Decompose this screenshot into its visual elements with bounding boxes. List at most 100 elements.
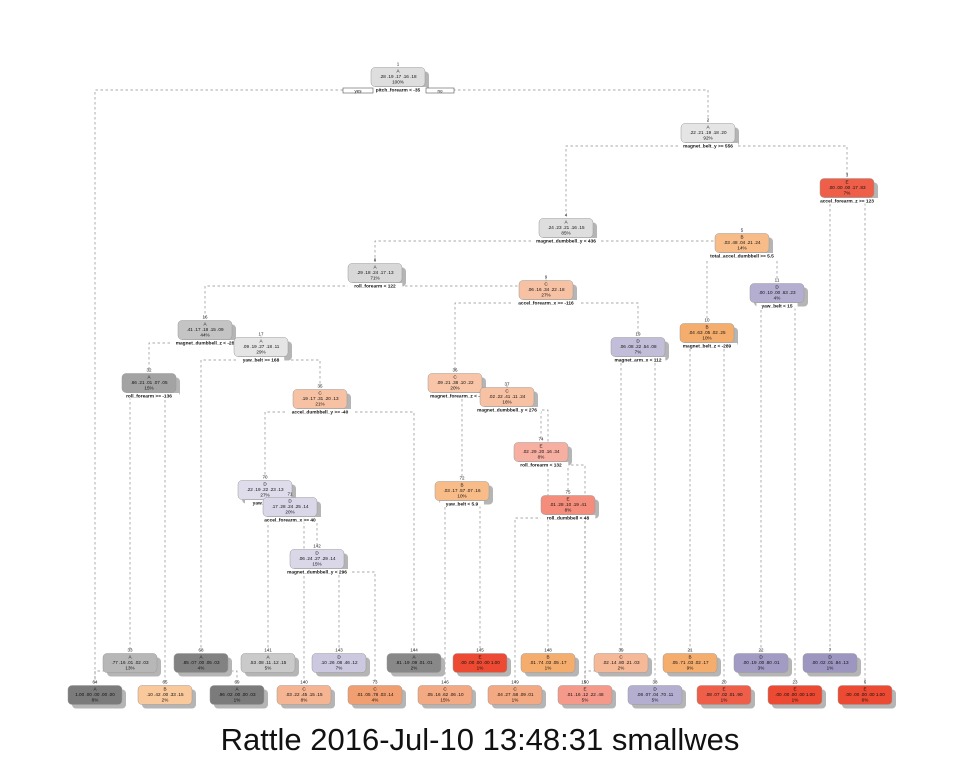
- node-percent: 15%: [144, 386, 153, 391]
- node-box: [557, 685, 613, 705]
- node-probs: .01 .74 .03 .05 .17: [529, 660, 566, 665]
- node-class: E: [566, 497, 569, 502]
- tree-node: 73 C.01 .05 .78 .03 .144%: [347, 680, 406, 709]
- tree-edge: [374, 240, 566, 261]
- node-percent: 1%: [827, 666, 834, 671]
- node-id: 23: [792, 680, 798, 685]
- tree-edge: [320, 411, 415, 651]
- rule-bg: [678, 143, 738, 149]
- tree-node: 75 E.01 .28 .10 .19 .418% roll_dumbbell < …: [540, 490, 599, 522]
- node-box: [593, 653, 649, 673]
- tree-node: 20 E.08 .07 .02 .01 .901%: [696, 680, 755, 709]
- node-percent: 5%: [265, 666, 272, 671]
- node-id: 21: [687, 648, 693, 653]
- rule-bg: [237, 357, 285, 363]
- tree-edge: [265, 502, 269, 651]
- tree-edge: [829, 200, 847, 651]
- node-probs: .00 .00 .00 .00 1.00: [845, 692, 885, 697]
- rule-bg: [610, 357, 666, 363]
- tree-edge: [507, 409, 549, 651]
- node-probs: .06 .16 .34 .22 .18: [527, 287, 564, 292]
- tree-edge: [565, 145, 708, 216]
- node-percent: 10%: [702, 336, 711, 341]
- node-percent: 8%: [301, 698, 308, 703]
- tree-edge: [742, 255, 778, 281]
- node-box: [173, 653, 229, 673]
- node-box: [520, 653, 576, 673]
- node-box: [662, 653, 718, 673]
- rule-bg: [472, 407, 542, 413]
- node-class: E: [583, 687, 586, 692]
- node-percent: 71%: [370, 276, 379, 281]
- node-id: 74: [538, 437, 544, 442]
- split-rule: magnet_belt_y >= 556: [683, 144, 733, 150]
- split-rule: magnet_belt_z < -289: [683, 344, 732, 350]
- node-box: [102, 653, 158, 673]
- node-box: [749, 283, 805, 303]
- no-branch-label: no: [437, 89, 443, 94]
- node-class: E: [845, 180, 848, 185]
- node-percent: 2%: [411, 666, 418, 671]
- tree-node: 22 D.00 .19 .00 .80 .013%: [733, 648, 792, 677]
- tree-edge: [317, 571, 340, 651]
- tree-node: 143 D.10 .26 .08 .46 .127%: [311, 648, 370, 677]
- node-id: 19: [635, 332, 641, 337]
- node-probs: .41 .17 .18 .15 .09: [186, 327, 223, 332]
- node-box: [714, 233, 770, 253]
- node-id: 16: [202, 315, 208, 320]
- node-box: [177, 320, 233, 340]
- rule-bg: [511, 300, 581, 306]
- node-percent: 15%: [440, 698, 449, 703]
- rule-bg: [814, 198, 880, 204]
- node-class: A: [373, 265, 377, 270]
- node-id: 11: [775, 278, 780, 283]
- tree-edge: [689, 345, 707, 651]
- split-rule: total_accel_dumbbell >= 5.5: [710, 254, 774, 260]
- node-percent: 15%: [312, 562, 321, 567]
- node-box: [452, 653, 508, 673]
- node-box: [679, 323, 735, 343]
- node-box: [417, 685, 473, 705]
- node-percent: 1%: [792, 698, 799, 703]
- tree-edge: [149, 395, 166, 683]
- node-percent: 3%: [758, 666, 765, 671]
- node-box: [137, 685, 193, 705]
- node-percent: 100%: [392, 80, 404, 85]
- node-box: [538, 218, 594, 238]
- node-probs: .22 .21 .19 .18 .20: [689, 130, 726, 135]
- rule-bg: [756, 303, 798, 309]
- node-class: C: [544, 282, 548, 287]
- node-id: 17: [258, 332, 264, 337]
- tree-node: 7 D.00 .02 .01 .84 .131%: [802, 648, 861, 677]
- node-id: 37: [504, 382, 510, 387]
- tree-edge: [847, 200, 866, 683]
- node-percent: 1%: [234, 698, 241, 703]
- split-rule: magnet_dumbbell_y < 296: [287, 570, 347, 576]
- split-rule: accel_forearm_x >= 40: [264, 518, 316, 524]
- tree-node: 64 A1.00 .00 .00 .00 .008%: [67, 680, 126, 709]
- node-id: 140: [300, 680, 308, 685]
- rule-bg: [440, 501, 484, 507]
- node-id: 4: [565, 213, 568, 218]
- node-class: A: [259, 339, 263, 344]
- node-percent: 8%: [92, 698, 99, 703]
- node-id: 20: [721, 680, 727, 685]
- rule-bg: [369, 87, 427, 93]
- node-probs: .09 .21 .38 .10 .22: [436, 380, 473, 385]
- node-class: A: [564, 220, 568, 225]
- node-probs: .04 .27 .58 .09 .01: [496, 692, 533, 697]
- node-id: 143: [335, 648, 343, 653]
- node-class: C: [443, 687, 447, 692]
- node-box: [292, 389, 348, 409]
- node-id: 8: [374, 258, 377, 263]
- tree-node: 23 E.00 .00 .00 .00 1.001%: [767, 680, 826, 709]
- tree-node: 39 C.02 .14 .80 .21 .032%: [593, 648, 652, 677]
- node-percent: 13%: [125, 666, 134, 671]
- node-id: 146: [441, 680, 449, 685]
